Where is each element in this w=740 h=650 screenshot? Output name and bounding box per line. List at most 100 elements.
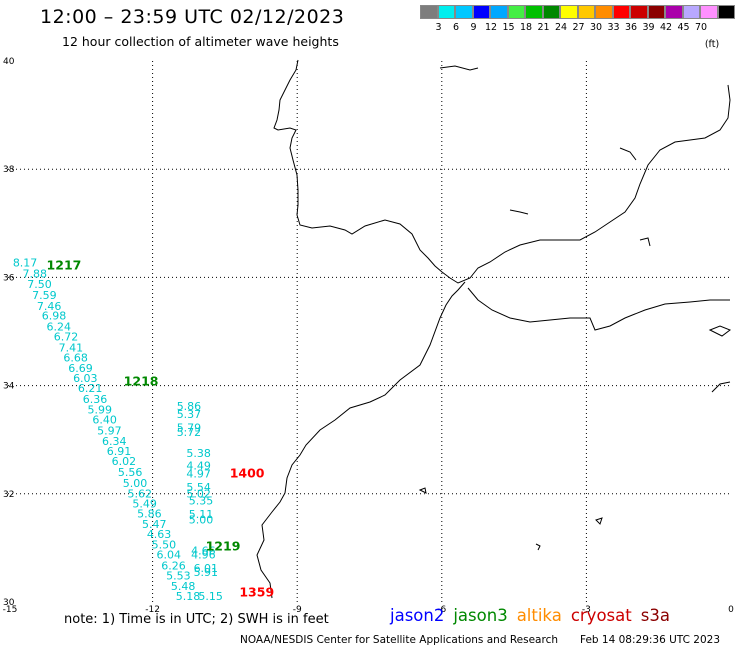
legend-swatch: [507, 5, 525, 19]
wave-height-label: 5.15: [198, 590, 223, 603]
credit-line: NOAA/NESDIS Center for Satellite Applica…: [240, 634, 558, 646]
generation-timestamp: Feb 14 08:29:36 UTC 2023: [580, 634, 720, 646]
wave-height-label: 5.00: [123, 477, 148, 490]
morocco-coast: [256, 281, 466, 599]
wave-height-label: 6.69: [68, 362, 93, 375]
wave-height-label: 6.36: [83, 393, 108, 406]
wave-height-label: 5.35: [189, 495, 214, 508]
map-grid: [8, 61, 731, 602]
legend-labels: 3 6 9 12 15 18 21 24 27 30 33 36 39 42 45 70 (ft): [420, 22, 740, 50]
lat-tick-label: 32: [3, 490, 14, 500]
legend-label: 9: [470, 22, 477, 33]
wave-height-label: 6.02: [112, 455, 137, 468]
legend-label: 21: [537, 22, 550, 33]
legend-swatch: [560, 5, 578, 19]
wave-height-label: 4.49: [186, 459, 211, 472]
lat-tick-label: 40: [3, 57, 15, 67]
lat-tick-label: 38: [3, 165, 15, 175]
wave-height-label: 6.68: [63, 351, 88, 364]
algeria-coast: [467, 287, 730, 331]
wave-height-label: 7.41: [59, 342, 84, 355]
wave-height-label: 6.26: [161, 560, 186, 573]
track-labels: 8.177.887.507.597.466.986.246.727.416.68…: [13, 257, 274, 603]
wave-height-label: 8.17: [13, 257, 38, 270]
wave-height-label: 5.99: [88, 404, 113, 417]
wave-height-label: 7.59: [32, 289, 57, 302]
legend-label: 18: [519, 22, 533, 33]
pass-time-label: 1359: [239, 585, 274, 600]
wave-height-label: 6.91: [107, 445, 132, 458]
island-shape: [708, 325, 732, 337]
legend-swatch: [595, 5, 613, 19]
wave-height-label: 6.21: [78, 382, 103, 395]
wave-height-label: 5.37: [177, 408, 202, 421]
legend-label: 70: [694, 22, 708, 33]
pass-time-label: 1218: [124, 374, 159, 389]
legend-label: 27: [572, 22, 585, 33]
legend-swatch: [700, 5, 718, 19]
wave-height-label: 5.54: [186, 481, 211, 494]
page-title: 12:00 – 23:59 UTC 02/12/2023: [40, 6, 345, 28]
island-shape: [535, 543, 541, 551]
wave-height-label: 5.18: [176, 590, 201, 603]
legend-label: 3: [435, 22, 442, 33]
island-shape: [619, 147, 637, 161]
island-shape: [711, 381, 731, 393]
wave-height-label: 5.38: [186, 447, 211, 460]
island-shape: [418, 487, 427, 494]
legend-label: 15: [502, 22, 515, 33]
legend-label: 36: [624, 22, 638, 33]
legend-swatch: [472, 5, 490, 19]
wave-height-label: 5.50: [152, 538, 177, 551]
wave-height-label: 5.79: [177, 422, 202, 435]
pyrenees-line: [439, 65, 479, 71]
lat-tick-label: 30: [3, 598, 15, 608]
island-shape: [509, 209, 529, 215]
wave-height-label: 7.88: [22, 267, 47, 280]
lon-tick-label: -3: [582, 605, 591, 615]
lat-tick-label: 36: [3, 273, 15, 283]
wave-height-label: 5.86: [137, 508, 162, 521]
lat-tick-label: 34: [3, 382, 15, 392]
wave-height-label: 6.98: [42, 310, 67, 323]
wave-height-label: 5.72: [177, 426, 202, 439]
iberia-coast: [273, 59, 731, 284]
wave-height-label: 5.49: [132, 497, 157, 510]
legend-label: 30: [589, 22, 603, 33]
legend-unit: (ft): [704, 39, 720, 50]
wave-height-label: 4.97: [186, 468, 211, 481]
lon-tick-label: -9: [293, 605, 302, 615]
satellite-name: jason2: [390, 606, 445, 625]
wave-height-label: 5.56: [118, 466, 143, 479]
axis-labels: -15 -12 -9 -6 -3 0 40 38 36 34 32 30: [3, 57, 734, 615]
legend-label: 39: [642, 22, 655, 33]
wave-height-label: 5.11: [189, 508, 214, 521]
legend-label: 6: [452, 22, 460, 33]
wave-height-label: 7.46: [37, 300, 62, 313]
satellite-name: cryosat: [570, 606, 632, 625]
wave-height-label: 5.91: [194, 566, 219, 579]
lon-tick-label: -6: [437, 605, 446, 615]
wave-height-label: 5.02: [186, 488, 211, 501]
legend-swatch: [542, 5, 560, 19]
legend-swatch: [437, 5, 455, 19]
legend-label: 12: [484, 22, 498, 33]
page-subtitle: 12 hour collection of altimeter wave hei…: [62, 34, 339, 49]
island-shape: [639, 237, 651, 247]
legend-label: 33: [607, 22, 620, 33]
island-shape: [595, 517, 603, 525]
coastline: [256, 59, 732, 599]
wave-height-label: 4.66: [191, 544, 216, 557]
wave-height-label: 6.24: [47, 320, 71, 333]
wave-height-label: 6.40: [92, 413, 117, 426]
wave-height-label: 6.04: [156, 549, 181, 562]
wave-height-label: 5.86: [177, 400, 202, 413]
legend-swatch: [647, 5, 665, 19]
legend-swatch: [717, 5, 735, 19]
satellite-name: s3a: [640, 606, 670, 625]
wave-height-label: 6.72: [54, 331, 79, 344]
color-legend: 3 6 9 12 15 18 21 24 27 30 33 36 39 42 45 70 (ft): [420, 5, 735, 50]
lon-tick-label: -15: [3, 605, 18, 615]
pass-time-label: 1400: [230, 466, 265, 481]
